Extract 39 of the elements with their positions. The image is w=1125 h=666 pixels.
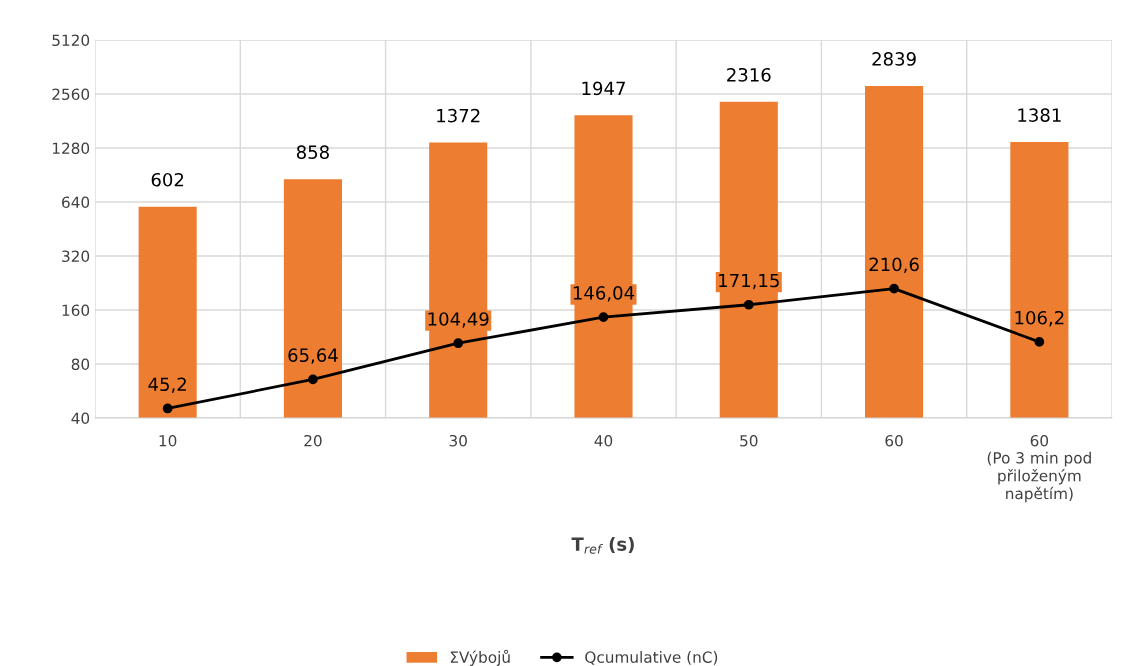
- legend-label: ΣVýbojů: [450, 649, 510, 666]
- x-tick-label: 10: [159, 434, 177, 447]
- data-label: 45,2: [148, 377, 186, 393]
- data-label: 106,2: [1015, 310, 1064, 327]
- point: [1034, 337, 1045, 347]
- data-label: 1372: [437, 108, 480, 123]
- y-tick-label: 320: [62, 250, 90, 263]
- point: [453, 338, 464, 349]
- x-tick-label: 50: [740, 434, 758, 447]
- y-tick-label: 5120: [52, 34, 90, 47]
- y-tick-label: 2560: [52, 88, 90, 101]
- x-tick-label: 60 (Po 3 min pod přiloženým napětím): [987, 434, 1091, 503]
- y-tick-label: 40: [71, 412, 90, 425]
- x-tick-label: 60: [885, 434, 903, 447]
- data-label: 2839: [872, 52, 916, 66]
- data-label: 858: [296, 145, 329, 159]
- data-label: 1381: [1018, 108, 1061, 122]
- point: [743, 299, 754, 310]
- x-tick-label: 40: [594, 434, 613, 447]
- point: [889, 283, 899, 294]
- data-label: 602: [151, 172, 184, 187]
- data-label: 2316: [727, 67, 771, 82]
- legend-label: Qcumulative (nC): [585, 651, 718, 665]
- data-label: 210,6: [869, 257, 919, 274]
- point: [162, 403, 173, 414]
- x-tick-label: 30: [449, 434, 467, 447]
- point: [598, 312, 609, 322]
- data-label: 65,64: [288, 348, 338, 364]
- y-tick-label: 1280: [52, 142, 90, 155]
- y-tick-label: 640: [62, 196, 90, 209]
- data-label: 171,15: [719, 273, 779, 290]
- x-tick-label: 20: [304, 434, 322, 447]
- x-axis-title: T$_{ref}$ (s): [571, 536, 634, 554]
- point: [308, 374, 318, 385]
- data-label: 104,49: [428, 312, 489, 328]
- y-tick-label: 160: [62, 304, 90, 317]
- data-label: 1947: [582, 81, 625, 96]
- y-tick-label: 80: [71, 358, 90, 371]
- data-label: 146,04: [573, 286, 635, 302]
